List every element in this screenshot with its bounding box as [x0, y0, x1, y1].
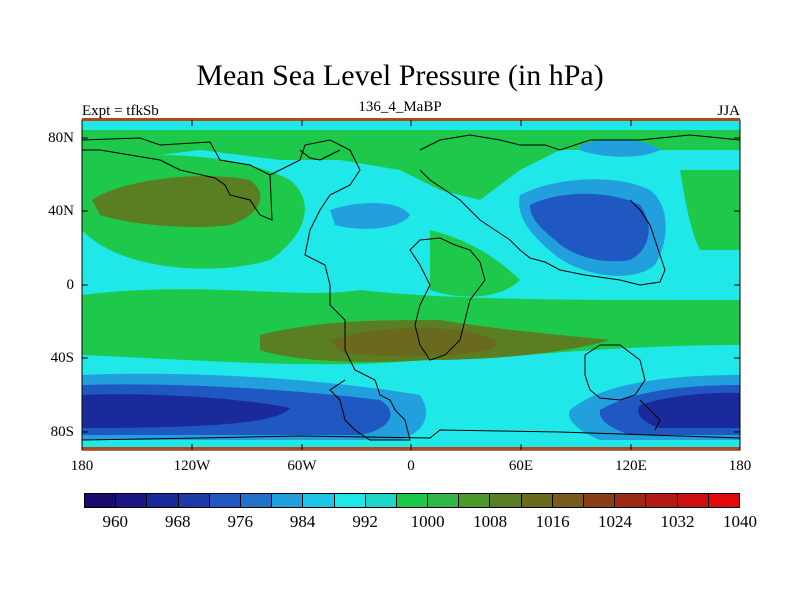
greenland-outline: [299, 149, 341, 161]
colorbar-label: 968: [164, 512, 191, 531]
coastline-layer: [81, 134, 741, 441]
colorbar-swatch: [147, 494, 179, 507]
colorbar: [84, 493, 740, 508]
lon-tick-120w: 120W: [173, 458, 211, 474]
colorbar-swatch: [646, 494, 678, 507]
contour-fill-layer: [82, 120, 740, 450]
antarctica-coast: [81, 429, 741, 441]
colorbar-swatch: [677, 494, 709, 507]
season-label: JJA: [717, 103, 740, 119]
colorbar-swatch: [396, 494, 429, 507]
colorbar-swatch: [708, 494, 739, 507]
colorbar-label: 984: [289, 512, 316, 531]
north-america-west-coast: [81, 137, 273, 221]
colorbar-swatch: [85, 494, 117, 507]
colorbar-label: 1040: [723, 512, 757, 531]
experiment-label: Expt = tfkSb: [82, 103, 159, 119]
colorbar-label: 1008: [473, 512, 508, 531]
colorbar-label: 976: [227, 512, 253, 531]
colorbar-label: 1024: [598, 512, 633, 531]
colorbar-swatch: [615, 494, 647, 507]
lat-tick-40s: 40S: [50, 350, 74, 366]
lat-tick-80s: 80S: [50, 424, 74, 440]
south-subtropical-peak: [330, 327, 498, 357]
africa-outline: [409, 237, 486, 361]
africa-high: [430, 230, 520, 297]
north-east-high: [680, 170, 740, 250]
chart-title: Mean Sea Level Pressure (in hPa): [196, 59, 604, 92]
colorbar-swatch: [334, 494, 366, 507]
colorbar-swatch: [365, 494, 397, 507]
colorbar-swatch: [209, 494, 241, 507]
north-atlantic-low: [330, 203, 410, 229]
eurasia-south-coast: [419, 169, 666, 286]
lat-tick-40n: 40N: [48, 203, 74, 219]
colorbar-label: 960: [102, 512, 128, 531]
colorbar-swatch: [303, 494, 335, 507]
lon-tick-120e: 120E: [615, 458, 647, 474]
lon-tick-60e: 60E: [508, 458, 534, 474]
colorbar-swatch: [490, 494, 522, 507]
colorbar-swatch: [240, 494, 273, 507]
colorbar-label: 1032: [660, 512, 695, 531]
lon-tick-60w: 60W: [287, 458, 317, 474]
australia-outline: [584, 344, 646, 401]
colorbar-swatch: [428, 494, 460, 507]
lon-tick-180e: 180: [728, 458, 752, 474]
colorbar-swatch: [552, 494, 584, 507]
colorbar-label: 1016: [535, 512, 570, 531]
new-zealand-outline: [639, 399, 661, 431]
colorbar-swatch: [459, 494, 491, 507]
colorbar-label: 1000: [410, 512, 445, 531]
southern-low-west-core: [82, 394, 290, 428]
top-edge-band: [82, 118, 740, 121]
colorbar-swatch: [116, 494, 148, 507]
lat-tick-80n: 80N: [48, 130, 74, 146]
lon-tick-0: 0: [407, 458, 415, 474]
colorbar-swatch: [178, 494, 210, 507]
period-label: 136_4_MaBP: [358, 99, 442, 115]
eurasia-north-coast: [419, 134, 741, 151]
arctic-low: [580, 139, 660, 157]
colorbar-swatch: [584, 494, 616, 507]
north-pacific-high-core: [92, 176, 261, 227]
southern-low-east-core: [638, 392, 740, 428]
axis-ticks: [81, 120, 741, 450]
north-high-band: [82, 130, 740, 200]
colorbar-label: 992: [352, 512, 378, 531]
colorbar-swatch: [521, 494, 553, 507]
lat-tick-0: 0: [66, 277, 75, 293]
colorbar-swatch: [272, 494, 304, 507]
lon-tick-180w: 180: [70, 458, 94, 474]
asian-low-inner: [530, 193, 649, 262]
